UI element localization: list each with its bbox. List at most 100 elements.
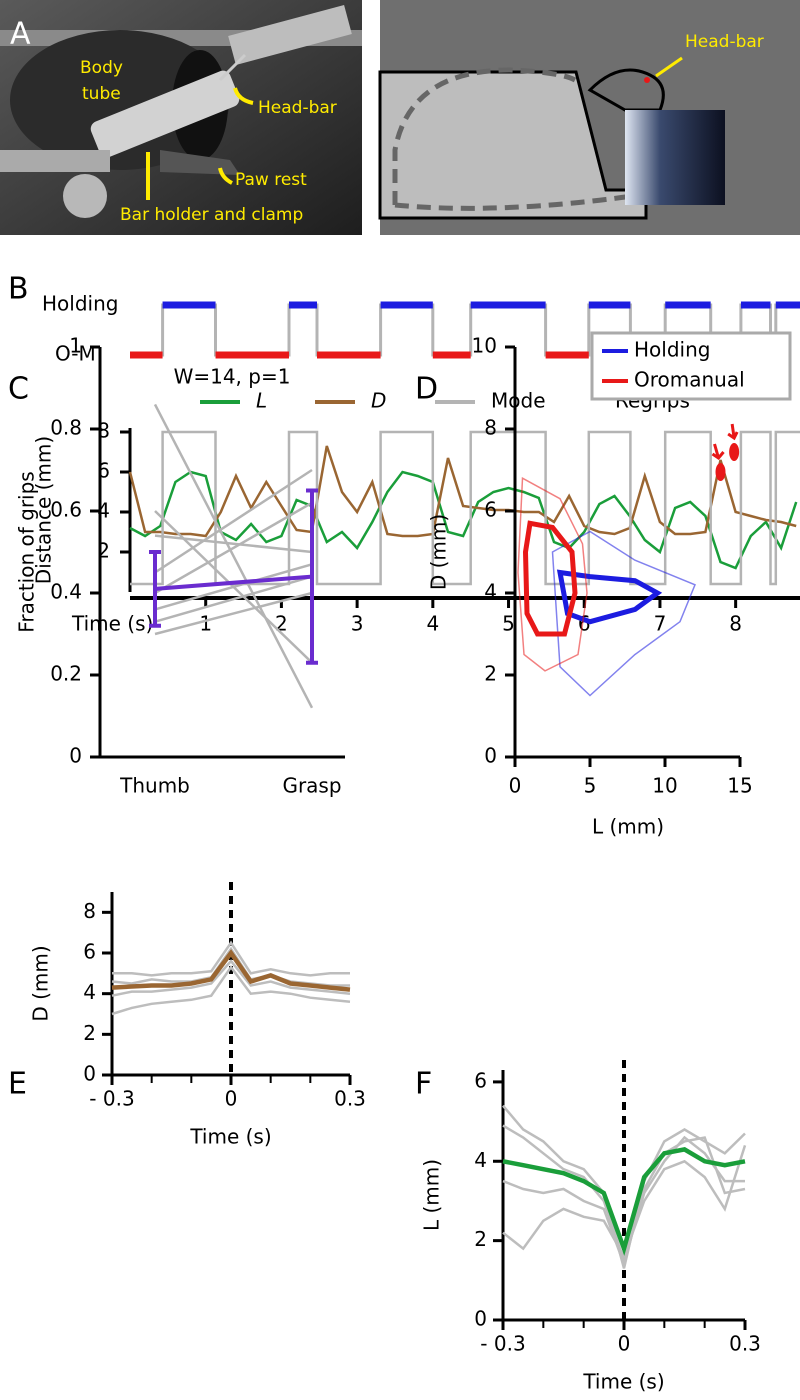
y-tick-label: 2 <box>83 1021 96 1045</box>
annotation: W=14, p=1 <box>174 365 291 389</box>
state-trace <box>130 303 800 357</box>
y-axis-label: D (mm) <box>29 945 53 1021</box>
y-tick-label: 0 <box>83 1062 96 1086</box>
panel-label: F <box>415 1067 432 1102</box>
x-tick-label: 10 <box>652 774 677 798</box>
line-series <box>111 959 351 997</box>
y-tick-label: 2 <box>474 1227 487 1251</box>
line-series <box>502 1145 747 1260</box>
x-tick-label: - 0.3 <box>480 1332 525 1356</box>
x-tick-label: 3 <box>351 612 364 636</box>
legend-label: L <box>256 389 267 413</box>
y-tick-label: 6 <box>474 1068 487 1092</box>
panel-label: C <box>8 372 29 407</box>
pair-line <box>154 591 313 636</box>
y-tick-label: 0.2 <box>50 662 82 686</box>
legend-label: D <box>371 389 386 413</box>
regrip <box>715 463 726 481</box>
line-series <box>111 949 351 992</box>
pair-line <box>154 575 313 623</box>
line-series <box>130 430 800 586</box>
y-tick-label: 0.6 <box>50 498 82 522</box>
x-tick-label: 5 <box>502 612 515 636</box>
regrip <box>729 443 740 461</box>
y-tick-label: 4 <box>484 580 497 604</box>
y-tick-label: 0 <box>474 1307 487 1331</box>
x-tick-label: 8 <box>729 612 742 636</box>
state-label: O-M <box>55 342 96 366</box>
pair-line <box>154 501 313 595</box>
photo-label: tube <box>82 84 121 104</box>
panel-label: D <box>415 372 438 407</box>
y-axis-label: D (mm) <box>427 514 451 590</box>
x-tick-label: 0 <box>618 1332 631 1356</box>
error-bar <box>149 550 161 628</box>
line-series <box>111 965 351 1016</box>
line-series <box>502 1136 746 1269</box>
contour <box>522 520 578 637</box>
y-axis-label: Fraction of grips <box>15 471 39 632</box>
x-tick-label: 0.3 <box>729 1332 761 1356</box>
panel-label: B <box>8 272 29 307</box>
photo-label: Head-bar <box>258 98 337 118</box>
y-tick-label: 10 <box>472 334 497 358</box>
photo-arrows <box>146 87 254 200</box>
y-axis-label: L (mm) <box>420 1159 444 1231</box>
y-tick-label: 8 <box>83 899 96 923</box>
regrip-arrow <box>727 423 739 441</box>
x-axis-label: Time (s) <box>71 612 153 636</box>
legend-label: Mode <box>491 389 546 413</box>
line-series <box>112 940 350 977</box>
schematic <box>378 0 800 235</box>
x-tick-label: 5 <box>584 774 597 798</box>
mean-line <box>154 574 313 591</box>
regrip-arrow <box>711 443 725 460</box>
y-tick-label: 0 <box>484 744 497 768</box>
line-series <box>128 445 797 538</box>
photo <box>0 0 362 235</box>
x-axis-label: Time (s) <box>582 1370 664 1394</box>
contour <box>551 530 696 697</box>
y-tick-label: 0.8 <box>50 416 82 440</box>
x-tick-label: Thumb <box>119 774 190 798</box>
legend-label: Oromanual <box>634 368 745 392</box>
photo-label: Bar holder and clamp <box>120 205 303 225</box>
y-tick-label: 6 <box>83 940 96 964</box>
state-label: Holding <box>42 292 118 316</box>
line-series <box>502 1104 746 1269</box>
error-bar <box>306 488 318 665</box>
x-axis-label: Time (s) <box>189 1125 271 1149</box>
y-tick-label: 6 <box>484 498 497 522</box>
photo-label: Paw rest <box>235 170 307 190</box>
panel-label: A <box>10 17 31 52</box>
line-series <box>502 1147 746 1256</box>
x-tick-label: 0.3 <box>334 1087 366 1111</box>
x-tick-label: - 0.3 <box>89 1087 134 1111</box>
pair-line <box>154 563 313 611</box>
x-tick-label: 4 <box>426 612 439 636</box>
legend-box <box>590 331 792 401</box>
x-axis-label: L (mm) <box>592 815 664 839</box>
pair-line <box>154 534 313 554</box>
y-tick-label: 8 <box>484 416 497 440</box>
panel-label: E <box>8 1067 27 1102</box>
y-tick-label: 4 <box>474 1148 487 1172</box>
y-tick-label: 0 <box>69 744 82 768</box>
schematic-label: Head-bar <box>685 32 764 52</box>
pair-line <box>153 403 314 709</box>
y-tick-label: 4 <box>83 980 96 1004</box>
x-tick-label: 15 <box>727 774 752 798</box>
x-tick-label: 7 <box>654 612 667 636</box>
x-tick-label: 0 <box>225 1087 238 1111</box>
x-tick-label: 0 <box>509 774 522 798</box>
y-tick-label: 0.4 <box>50 580 82 604</box>
pair-line <box>154 468 313 574</box>
photo-label: Body <box>80 58 123 78</box>
x-tick-label: Grasp <box>282 774 341 798</box>
line-series <box>129 470 798 570</box>
x-tick-label: 1 <box>199 612 212 636</box>
contour <box>517 476 588 672</box>
y-tick-label: 2 <box>484 662 497 686</box>
legend-label: Holding <box>634 338 710 362</box>
